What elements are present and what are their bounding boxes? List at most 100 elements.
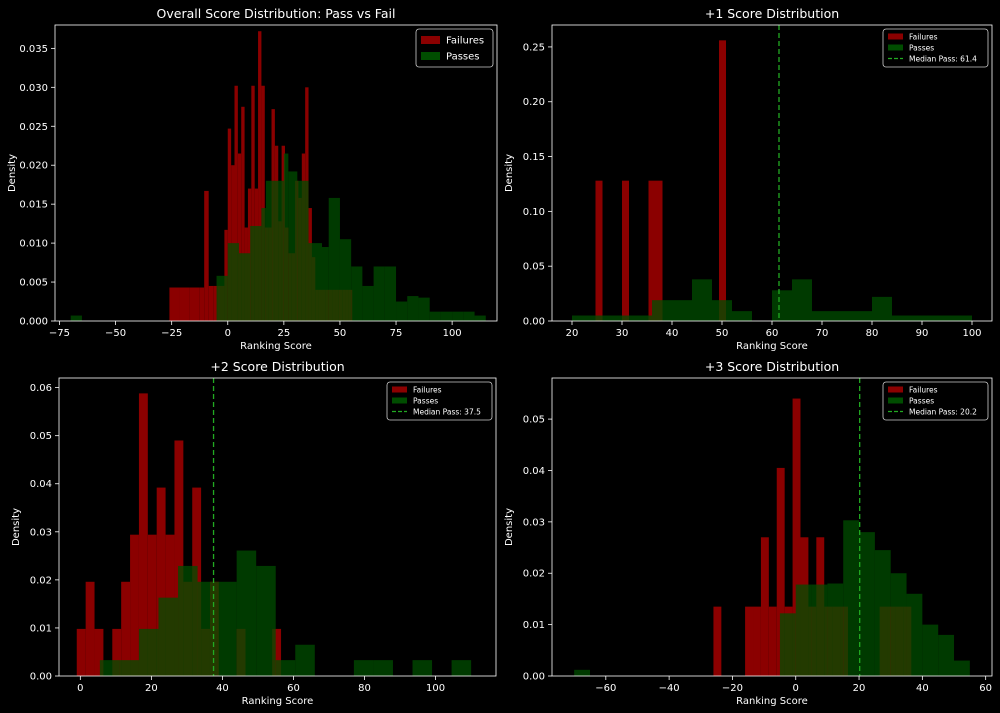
legend: Failures Passes Median Pass: 37.5 [386, 381, 493, 421]
histogram-bar [227, 243, 239, 321]
x-tick-label: 80 [866, 328, 879, 339]
y-tick-label: 0.015 [19, 200, 48, 211]
histogram-bar [197, 581, 218, 676]
plot-area [552, 25, 992, 321]
legend-label: Median Pass: 61.4 [909, 54, 977, 63]
x-tick-label: 0 [793, 683, 799, 694]
histogram-bar [213, 285, 218, 321]
x-tick-label: 100 [962, 328, 981, 339]
histogram-bar [922, 624, 939, 676]
y-tick-label: 0.06 [30, 383, 52, 394]
y-axis-label: Density [11, 508, 22, 546]
histogram-bar [412, 660, 433, 676]
histogram-bar [308, 243, 322, 321]
axes-frame [54, 24, 498, 322]
histogram-bar [217, 581, 237, 676]
histogram-bar [236, 550, 257, 676]
legend-label: Passes [413, 396, 438, 405]
histogram-bar [811, 584, 828, 676]
y-tick-label: 0.05 [523, 415, 545, 426]
histogram-bar [275, 660, 296, 676]
histogram-bar [452, 311, 464, 321]
legend-swatch-failures [888, 33, 903, 40]
x-tick-label: 50 [334, 328, 347, 339]
legend-swatch-passes [888, 44, 903, 51]
series-passes [572, 279, 972, 321]
histogram-bar [843, 520, 860, 676]
chart-title: Overall Score Distribution: Pass vs Fail [157, 6, 396, 21]
histogram-bar [353, 660, 374, 676]
y-tick-label: 0.01 [30, 623, 52, 634]
x-tick-label: 0 [225, 328, 231, 339]
histogram-bar [592, 315, 612, 321]
histogram-bar [199, 287, 205, 321]
x-tick-label: 75 [390, 328, 403, 339]
histogram-bar [295, 644, 315, 676]
legend-label: Failures [909, 385, 938, 394]
histogram-bar [906, 593, 923, 676]
x-tick-label: −50 [105, 328, 126, 339]
histogram-bar [852, 311, 872, 321]
histogram-bar [256, 565, 276, 676]
histogram-bar [712, 300, 732, 321]
histogram-bar [216, 275, 228, 321]
y-tick-label: 0.03 [523, 517, 545, 528]
histogram-bar [429, 311, 441, 321]
legend-label: Passes [909, 396, 934, 405]
histogram-bar [328, 197, 340, 321]
histogram-bar [827, 583, 844, 676]
histogram-bar [351, 266, 363, 321]
x-axis-label: Ranking Score [736, 696, 808, 707]
y-tick-label: 0.01 [523, 620, 545, 631]
x-axis-label: Ranking Score [242, 696, 314, 707]
legend-box [882, 381, 989, 421]
histogram-bar [130, 534, 139, 676]
x-tick-label: 100 [426, 683, 445, 694]
y-tick-label: 0.10 [523, 207, 545, 218]
y-tick-label: 0.00 [523, 317, 545, 328]
y-tick-label: 0.02 [523, 569, 545, 580]
legend-label: Failures [413, 385, 442, 394]
histogram-bar [954, 660, 970, 676]
histogram-bar [572, 315, 592, 321]
legend-label: Passes [446, 52, 480, 63]
histogram-bar [189, 287, 200, 321]
histogram-bar [241, 106, 245, 321]
y-tick-label: 0.00 [30, 672, 52, 683]
histogram-bar [859, 532, 875, 676]
histogram-bar [474, 315, 486, 321]
y-tick-label: 0.04 [30, 479, 52, 490]
histogram-bar [760, 537, 769, 676]
histogram-bar [138, 393, 148, 676]
histogram-bar [792, 398, 801, 676]
histogram-bar [362, 285, 374, 321]
y-tick-label: 0.030 [19, 83, 48, 94]
histogram-bar [779, 613, 796, 676]
histogram-bar [224, 229, 228, 321]
histogram-bar [622, 180, 629, 321]
x-tick-label: 40 [666, 328, 679, 339]
histogram-bar [713, 606, 722, 676]
histogram-bar [892, 315, 912, 321]
histogram-bar [612, 315, 632, 321]
legend-label: Passes [909, 43, 934, 52]
y-tick-label: 0.15 [523, 152, 545, 163]
y-tick-label: 0.02 [30, 575, 52, 586]
histogram-bar [719, 40, 726, 321]
x-tick-label: −40 [659, 683, 680, 694]
histogram-bar [234, 85, 238, 321]
y-tick-label: 0.010 [19, 239, 48, 250]
histogram-bar [178, 565, 198, 676]
y-tick-label: 0.25 [523, 42, 545, 53]
histogram-bar [890, 573, 907, 676]
legend-swatch-passes [392, 397, 407, 404]
histogram-bar [138, 628, 159, 676]
legend-label: Median Pass: 20.2 [909, 407, 977, 416]
histogram-bar [85, 581, 95, 676]
histogram-bar [147, 534, 157, 676]
x-tick-label: 20 [566, 328, 579, 339]
x-tick-label: 30 [616, 328, 629, 339]
histogram-bar [745, 606, 753, 676]
